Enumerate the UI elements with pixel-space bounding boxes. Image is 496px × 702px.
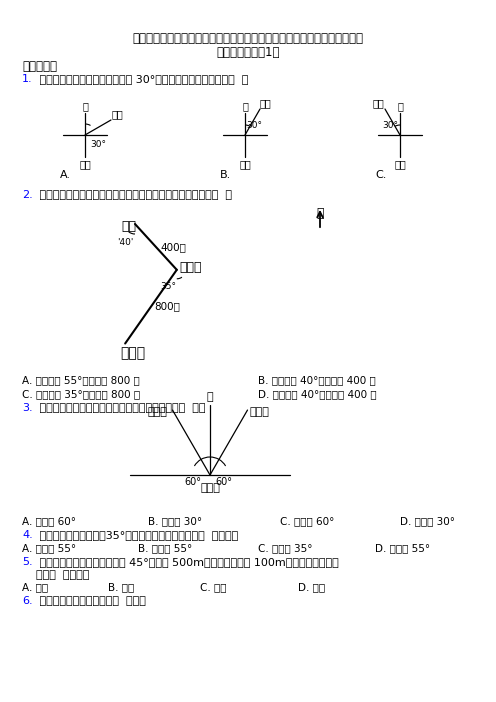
Text: 雷达站: 雷达站 [200, 483, 220, 493]
Text: C. 东南: C. 东南 [200, 582, 227, 592]
Text: C. 向南偏西 35°方向行走 800 米: C. 向南偏西 35°方向行走 800 米 [22, 389, 140, 399]
Text: A. 东北: A. 东北 [22, 582, 48, 592]
Text: 学校: 学校 [121, 220, 136, 233]
Text: A. 北偏西 55°: A. 北偏西 55° [22, 543, 76, 553]
Text: 6.: 6. [22, 596, 33, 606]
Text: C. 东偏南 35°: C. 东偏南 35° [258, 543, 312, 553]
Text: 学校: 学校 [112, 109, 124, 119]
Text: D. 南偏东 55°: D. 南偏东 55° [375, 543, 430, 553]
Text: C. 北偏西 60°: C. 北偏西 60° [280, 516, 334, 526]
Text: B. 东偏北 30°: B. 东偏北 30° [148, 516, 202, 526]
Text: A.: A. [60, 170, 71, 180]
Text: 学校: 学校 [260, 98, 272, 108]
Text: 如图，如果以海洋舰为观测点，雷达站的位置是（  ）。: 如图，如果以海洋舰为观测点，雷达站的位置是（ ）。 [36, 403, 205, 413]
Text: D. 西偏南 30°: D. 西偏南 30° [400, 516, 455, 526]
Text: 800米: 800米 [154, 302, 180, 312]
Text: （常考题）最新人教版小学数学六年级上册第二单元位置与方向（二）测试: （常考题）最新人教版小学数学六年级上册第二单元位置与方向（二）测试 [132, 32, 364, 45]
Text: 家的（  ）方向。: 家的（ ）方向。 [36, 570, 89, 580]
Text: 北: 北 [397, 101, 403, 111]
Text: A. 向东偏北 55°方向行走 800 米: A. 向东偏北 55°方向行走 800 米 [22, 375, 140, 385]
Text: 广场: 广场 [394, 159, 406, 169]
Text: 小明从家里出发，先向东偏南 45°方向走 500m，再向正西方走 100m，现在他的位置在: 小明从家里出发，先向东偏南 45°方向走 500m，再向正西方走 100m，现在… [36, 557, 339, 567]
Text: 广场: 广场 [79, 159, 91, 169]
Text: 如图，小东从学校出发，步行去图书馆，正确的行走路线是（  ）: 如图，小东从学校出发，步行去图书馆，正确的行走路线是（ ） [36, 190, 232, 200]
Text: 1.: 1. [22, 74, 33, 84]
Text: 北: 北 [82, 101, 88, 111]
Text: 以广场为观测点，学校在北偏东 30°的方向，下图中正确的是（  ）: 以广场为观测点，学校在北偏东 30°的方向，下图中正确的是（ ） [36, 74, 248, 84]
Text: D. 向南偏东 40°方向行走 400 米: D. 向南偏东 40°方向行走 400 米 [258, 389, 376, 399]
Text: 400米: 400米 [161, 242, 187, 252]
Text: 北: 北 [316, 207, 324, 220]
Text: A. 东偏北 60°: A. 东偏北 60° [22, 516, 76, 526]
Text: '40': '40' [117, 238, 133, 247]
Text: 图书馆: 图书馆 [180, 261, 202, 274]
Text: 一、选择题: 一、选择题 [22, 60, 57, 73]
Text: （答案解析）（1）: （答案解析）（1） [216, 46, 280, 59]
Text: 5.: 5. [22, 557, 33, 567]
Text: 30°: 30° [90, 140, 106, 149]
Text: 北: 北 [242, 101, 248, 111]
Text: B. 向西偏南 40°方向行走 400 米: B. 向西偏南 40°方向行走 400 米 [258, 375, 376, 385]
Text: 35°: 35° [161, 282, 177, 291]
Text: B. 西北: B. 西北 [108, 582, 134, 592]
Text: 30°: 30° [246, 121, 262, 130]
Text: 广场: 广场 [239, 159, 251, 169]
Text: 4.: 4. [22, 530, 33, 540]
Text: B.: B. [220, 170, 231, 180]
Text: 学校在图书馆的东偏南35°方向上，图书馆在学校的（  ）方向上: 学校在图书馆的东偏南35°方向上，图书馆在学校的（ ）方向上 [36, 530, 238, 540]
Text: 2.: 2. [22, 190, 33, 200]
Text: C.: C. [375, 170, 386, 180]
Text: 海洋舰: 海洋舰 [249, 407, 269, 417]
Text: 小东家: 小东家 [120, 347, 145, 361]
Text: 下图中，小明家在学校的（  ）处。: 下图中，小明家在学校的（ ）处。 [36, 596, 146, 606]
Text: 学校: 学校 [372, 98, 384, 108]
Text: 30°: 30° [382, 121, 398, 130]
Text: 60°: 60° [215, 477, 232, 487]
Text: 护卫舰: 护卫舰 [148, 407, 168, 417]
Text: 60°: 60° [184, 477, 201, 487]
Text: B. 西偏北 55°: B. 西偏北 55° [138, 543, 192, 553]
Text: D. 西南: D. 西南 [298, 582, 325, 592]
Text: 北: 北 [207, 392, 213, 402]
Text: 3.: 3. [22, 403, 33, 413]
